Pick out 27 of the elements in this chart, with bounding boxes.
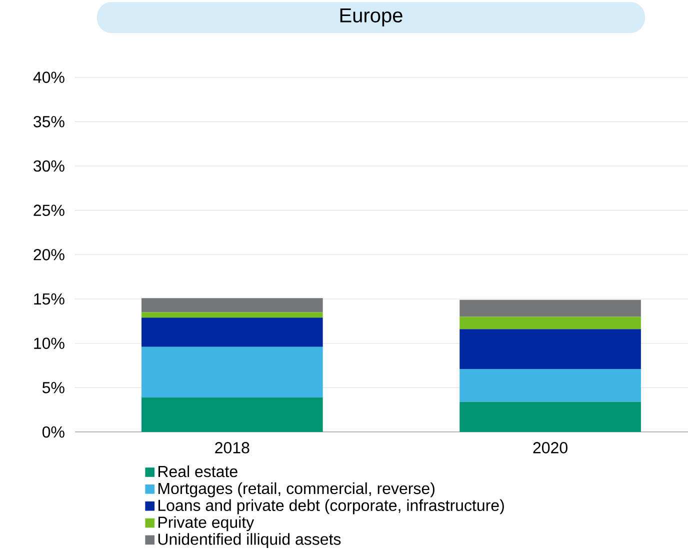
y-tick-label: 35% (34, 116, 64, 128)
y-tick-label: 5% (42, 382, 64, 394)
legend-label: Unidentified illiquid assets (158, 533, 341, 548)
bar (460, 402, 641, 432)
bar (141, 318, 323, 347)
y-tick-label: 40% (33, 72, 64, 83)
bar (460, 369, 641, 402)
legend-label: Mortgages (retail, commercial, reverse) (158, 482, 434, 498)
bar (460, 316, 641, 330)
bar (141, 312, 323, 318)
y-tick-label: 0% (42, 426, 64, 438)
chart-title: Europe (340, 8, 402, 26)
bar (141, 298, 323, 312)
y-tick-label: 10% (34, 338, 64, 349)
x-tick-label: 2020 (533, 442, 568, 454)
legend-label: Loans and private debt (corporate, infrastructure) (158, 499, 504, 514)
y-tick-label: 25% (34, 204, 64, 216)
y-tick-label: 20% (34, 249, 64, 260)
legend-label: Private equity (158, 516, 254, 532)
y-tick-label: 15% (34, 293, 64, 305)
legend-label: Real estate (158, 465, 238, 478)
bar (460, 300, 641, 317)
x-tick-label: 2018 (215, 442, 250, 454)
bar (141, 346, 323, 398)
bar (141, 397, 323, 432)
y-tick-label: 30% (34, 160, 64, 172)
bar (460, 329, 641, 370)
